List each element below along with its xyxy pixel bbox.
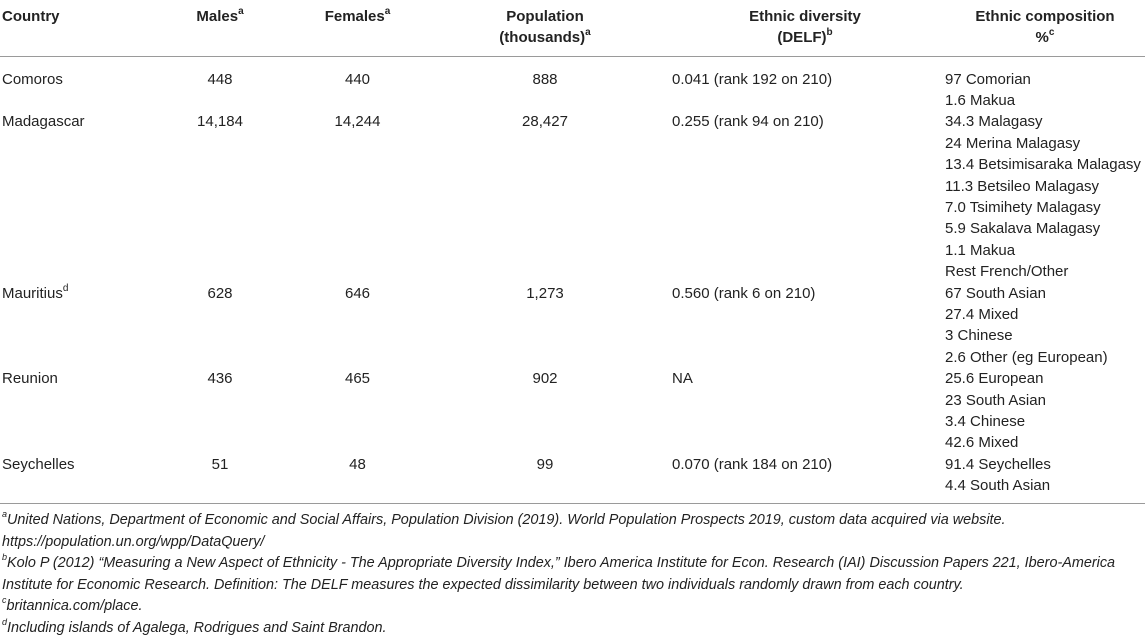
- header-ethnic-diversity: Ethnic diversity(DELF)b: [665, 0, 945, 56]
- composition-item: 4.4 South Asian: [945, 475, 1145, 496]
- cell-country: Reunion: [0, 368, 150, 454]
- composition-item: 3.4 Chinese: [945, 411, 1145, 432]
- country-name: Reunion: [2, 370, 58, 387]
- cell-population: 28,427: [425, 111, 665, 282]
- cell-males: 51: [150, 454, 290, 503]
- header-females: Femalesa: [290, 0, 425, 56]
- cell-males: 448: [150, 56, 290, 111]
- composition-item: 91.4 Seychelles: [945, 454, 1145, 475]
- population-table: Country Malesa Femalesa Population(thous…: [0, 0, 1145, 504]
- header-population: Population(thousands)a: [425, 0, 665, 56]
- footnotes: aUnited Nations, Department of Economic …: [2, 510, 1142, 639]
- composition-item: 24 Merina Malagasy: [945, 133, 1145, 154]
- header-row: Country Malesa Femalesa Population(thous…: [0, 0, 1145, 56]
- cell-females: 465: [290, 368, 425, 454]
- footnote-text: Including islands of Agalega, Rodrigues …: [7, 620, 386, 636]
- footnote-marker: d: [63, 283, 69, 294]
- footnote-text: Kolo P (2012) “Measuring a New Aspect of…: [2, 555, 1115, 593]
- cell-males: 628: [150, 283, 290, 369]
- cell-population: 1,273: [425, 283, 665, 369]
- cell-ethnic-diversity: NA: [665, 368, 945, 454]
- composition-item: 3 Chinese: [945, 325, 1145, 346]
- cell-population: 99: [425, 454, 665, 503]
- country-name: Madagascar: [2, 113, 85, 130]
- composition-item: Rest French/Other: [945, 261, 1145, 282]
- composition-item: 2.6 Other (eg European): [945, 347, 1145, 368]
- cell-country: Comoros: [0, 56, 150, 111]
- cell-ethnic-diversity: 0.255 (rank 94 on 210): [665, 111, 945, 282]
- cell-males: 436: [150, 368, 290, 454]
- composition-item: 7.0 Tsimihety Malagasy: [945, 197, 1145, 218]
- cell-females: 646: [290, 283, 425, 369]
- footnote: cbritannica.com/place.: [2, 596, 1142, 618]
- composition-item: 97 Comorian: [945, 69, 1145, 90]
- header-ethnic-composition: Ethnic composition%c: [945, 0, 1145, 56]
- cell-country: Mauritiusd: [0, 283, 150, 369]
- cell-population: 902: [425, 368, 665, 454]
- footnote: bKolo P (2012) “Measuring a New Aspect o…: [2, 553, 1142, 596]
- composition-item: 34.3 Malagasy: [945, 111, 1145, 132]
- composition-item: 42.6 Mixed: [945, 432, 1145, 453]
- composition-item: 67 South Asian: [945, 283, 1145, 304]
- footnote: aUnited Nations, Department of Economic …: [2, 510, 1142, 553]
- cell-country: Madagascar: [0, 111, 150, 282]
- cell-ethnic-diversity: 0.070 (rank 184 on 210): [665, 454, 945, 503]
- cell-ethnic-diversity: 0.041 (rank 192 on 210): [665, 56, 945, 111]
- footnote-text: britannica.com/place.: [7, 598, 143, 614]
- cell-country: Seychelles: [0, 454, 150, 503]
- country-name: Seychelles: [2, 456, 75, 473]
- footnote-text: United Nations, Department of Economic a…: [2, 512, 1006, 550]
- cell-ethnic-diversity: 0.560 (rank 6 on 210): [665, 283, 945, 369]
- composition-item: 1.6 Makua: [945, 90, 1145, 111]
- composition-item: 13.4 Betsimisaraka Malagasy: [945, 154, 1145, 175]
- footnote-marker: d: [2, 617, 7, 627]
- cell-population: 888: [425, 56, 665, 111]
- composition-item: 27.4 Mixed: [945, 304, 1145, 325]
- header-country: Country: [0, 0, 150, 56]
- composition-item: 25.6 European: [945, 368, 1145, 389]
- footnote: dIncluding islands of Agalega, Rodrigues…: [2, 618, 1142, 639]
- country-name: Comoros: [2, 71, 63, 88]
- composition-item: 23 South Asian: [945, 390, 1145, 411]
- footnote-marker: b: [2, 552, 7, 562]
- footnote-marker: c: [2, 595, 7, 605]
- composition-item: 1.1 Makua: [945, 240, 1145, 261]
- cell-males: 14,184: [150, 111, 290, 282]
- cell-females: 48: [290, 454, 425, 503]
- header-males: Malesa: [150, 0, 290, 56]
- footnote-marker: a: [2, 509, 7, 519]
- country-name: Mauritius: [2, 285, 63, 302]
- cell-females: 14,244: [290, 111, 425, 282]
- composition-item: 5.9 Sakalava Malagasy: [945, 218, 1145, 239]
- cell-females: 440: [290, 56, 425, 111]
- composition-item: 11.3 Betsileo Malagasy: [945, 176, 1145, 197]
